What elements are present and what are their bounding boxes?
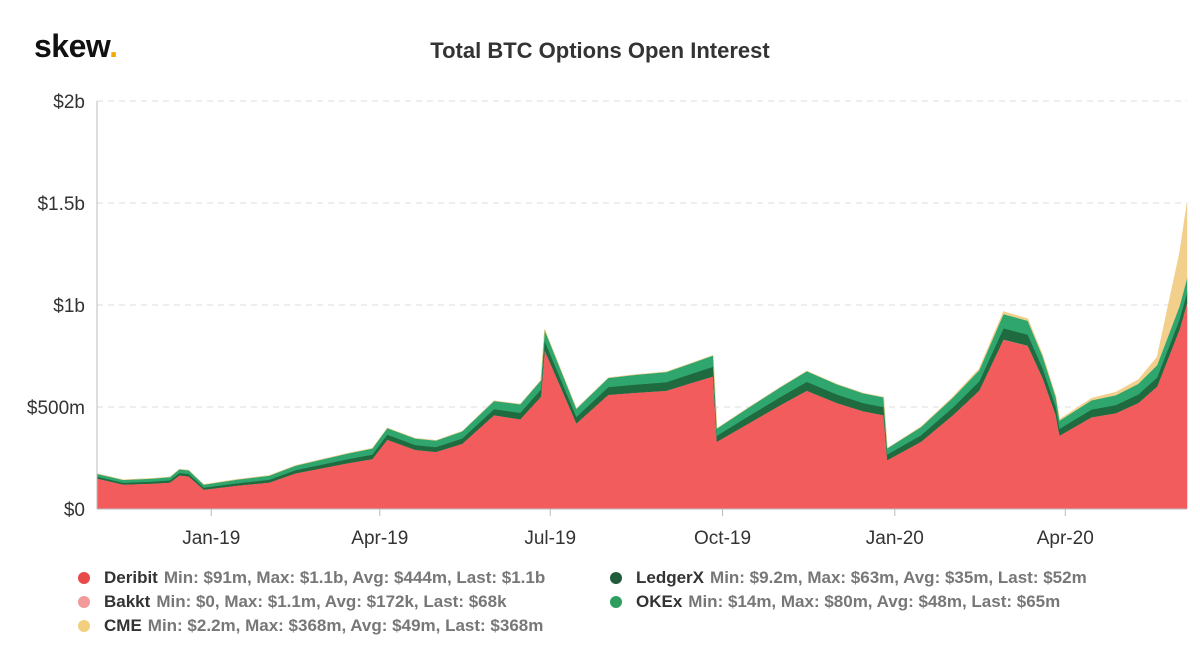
y-tick-label: $1.5b bbox=[37, 194, 85, 215]
legend-right: LedgerX Min: $9.2m, Max: $63m, Avg: $35m… bbox=[610, 566, 1087, 614]
x-tick-label: Apr-19 bbox=[351, 528, 408, 549]
legend-item-ledgerx[interactable]: LedgerX Min: $9.2m, Max: $63m, Avg: $35m… bbox=[610, 566, 1087, 590]
legend-name: CME bbox=[104, 616, 142, 635]
chart-title: Total BTC Options Open Interest bbox=[430, 38, 770, 63]
y-tick-label: $2b bbox=[53, 92, 85, 113]
legend-left: Deribit Min: $91m, Max: $1.1b, Avg: $444… bbox=[78, 566, 545, 638]
legend-stats: Min: $0, Max: $1.1m, Avg: $172k, Last: $… bbox=[156, 592, 507, 611]
legend-dot-bakkt bbox=[78, 596, 90, 608]
legend-item-deribit[interactable]: Deribit Min: $91m, Max: $1.1b, Avg: $444… bbox=[78, 566, 545, 590]
logo-text: skew bbox=[34, 28, 110, 64]
y-tick-label: $500m bbox=[27, 398, 85, 419]
legend-name: OKEx bbox=[636, 592, 683, 611]
legend-dot-cme bbox=[78, 620, 90, 632]
legend-dot-deribit bbox=[78, 572, 90, 584]
x-tick-label: Jan-19 bbox=[182, 528, 240, 549]
legend-name: LedgerX bbox=[636, 568, 705, 587]
legend-dot-okex bbox=[610, 596, 622, 608]
skew-logo: skew. bbox=[34, 28, 118, 65]
legend-stats: Min: $14m, Max: $80m, Avg: $48m, Last: $… bbox=[688, 592, 1061, 611]
area-series-cme bbox=[96, 202, 1188, 485]
logo-dot: . bbox=[109, 28, 118, 64]
y-tick-label: $0 bbox=[64, 500, 85, 521]
legend-stats: Min: $91m, Max: $1.1b, Avg: $444m, Last:… bbox=[163, 568, 546, 587]
legend-item-bakkt[interactable]: Bakkt Min: $0, Max: $1.1m, Avg: $172k, L… bbox=[78, 590, 545, 614]
legend-dot-ledgerx bbox=[610, 572, 622, 584]
x-tick-label: Jan-20 bbox=[866, 528, 924, 549]
legend-stats: Min: $2.2m, Max: $368m, Avg: $49m, Last:… bbox=[147, 616, 544, 635]
x-tick-label: Oct-19 bbox=[694, 528, 751, 549]
legend-stats: Min: $9.2m, Max: $63m, Avg: $35m, Last: … bbox=[710, 568, 1087, 587]
x-tick-label: Jul-19 bbox=[524, 528, 576, 549]
y-tick-label: $1b bbox=[53, 296, 85, 317]
legend-name: Deribit bbox=[104, 568, 158, 587]
legend-item-cme[interactable]: CME Min: $2.2m, Max: $368m, Avg: $49m, L… bbox=[78, 614, 545, 638]
x-tick-label: Apr-20 bbox=[1037, 528, 1094, 549]
legend-name: Bakkt bbox=[104, 592, 151, 611]
legend-item-okex[interactable]: OKEx Min: $14m, Max: $80m, Avg: $48m, La… bbox=[610, 590, 1087, 614]
